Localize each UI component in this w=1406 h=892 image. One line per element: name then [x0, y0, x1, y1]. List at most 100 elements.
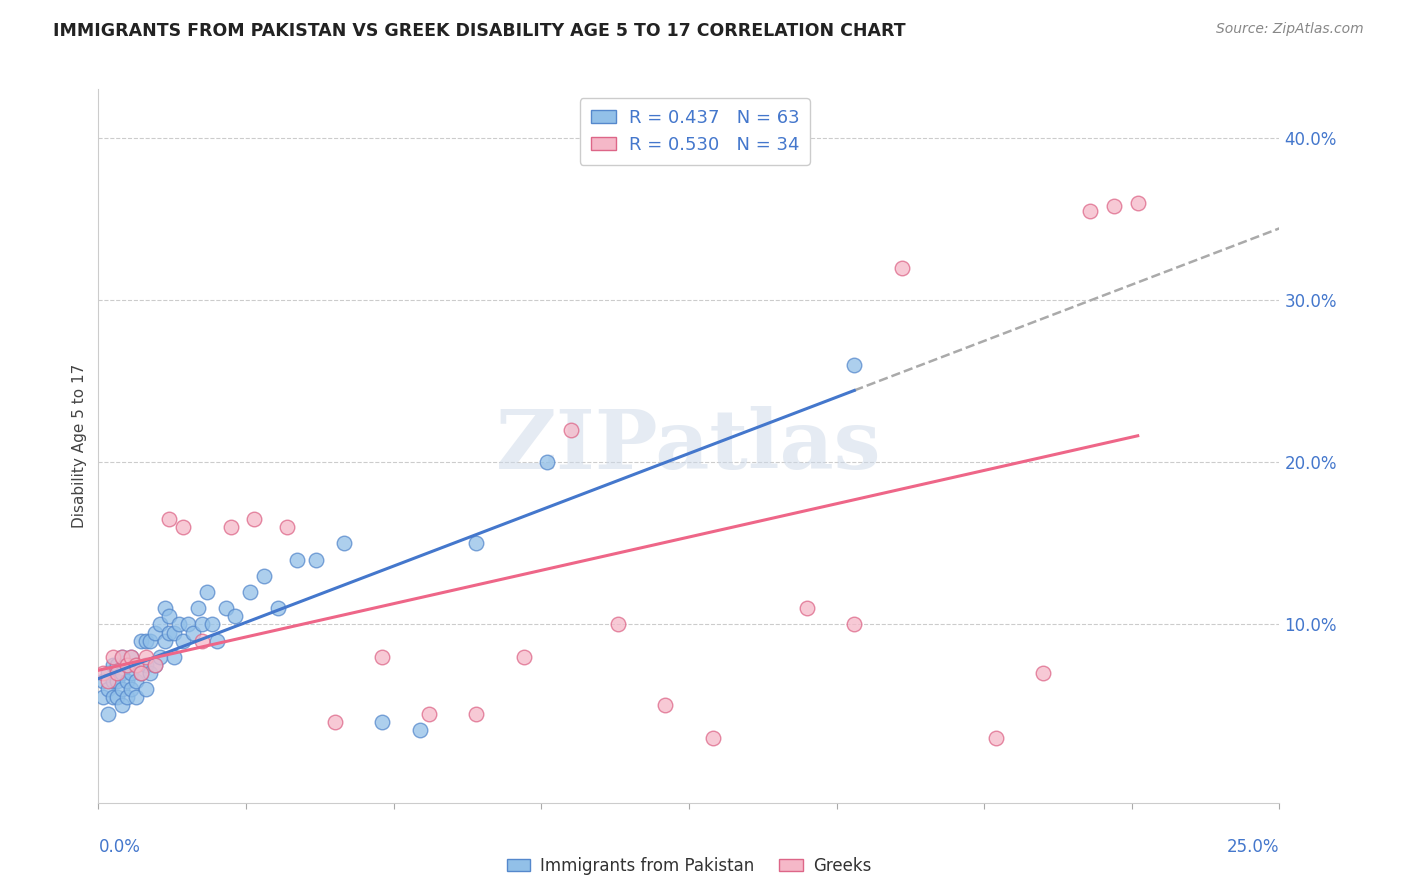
Point [105, 690, 128, 705]
Text: IMMIGRANTS FROM PAKISTAN VS GREEK DISABILITY AGE 5 TO 17 CORRELATION CHART: IMMIGRANTS FROM PAKISTAN VS GREEK DISABI… [53, 22, 905, 40]
Point [97, 682, 120, 697]
Point [121, 682, 143, 697]
Point [135, 657, 157, 672]
Point [796, 601, 818, 615]
Point [115, 690, 138, 705]
Point [129, 666, 152, 681]
Point [465, 536, 488, 550]
Point [101, 657, 124, 672]
Point [105, 674, 128, 689]
Point [97, 666, 120, 681]
Point [195, 585, 218, 599]
Point [305, 552, 328, 566]
Point [111, 649, 134, 664]
Text: 25.0%: 25.0% [1227, 838, 1279, 856]
Point [125, 657, 148, 672]
Point [267, 601, 290, 615]
Point [111, 698, 134, 713]
Point [512, 649, 534, 664]
Legend: Immigrants from Pakistan, Greeks: Immigrants from Pakistan, Greeks [501, 850, 877, 881]
Text: Source: ZipAtlas.com: Source: ZipAtlas.com [1216, 22, 1364, 37]
Point [654, 698, 676, 713]
Point [121, 649, 143, 664]
Point [97, 674, 120, 689]
Point [135, 633, 157, 648]
Point [135, 682, 157, 697]
Point [607, 617, 630, 632]
Point [191, 633, 214, 648]
Point [143, 625, 166, 640]
Point [191, 617, 214, 632]
Point [111, 666, 134, 681]
Point [101, 649, 124, 664]
Point [371, 714, 394, 729]
Point [111, 649, 134, 664]
Point [1126, 195, 1149, 210]
Point [91, 690, 114, 705]
Point [121, 666, 143, 681]
Point [408, 723, 430, 737]
Point [157, 625, 180, 640]
Point [91, 674, 114, 689]
Point [219, 520, 242, 534]
Point [101, 690, 124, 705]
Point [239, 585, 262, 599]
Point [181, 625, 204, 640]
Point [125, 690, 148, 705]
Point [844, 358, 866, 372]
Point [253, 568, 276, 582]
Point [157, 609, 180, 624]
Point [139, 633, 162, 648]
Point [167, 617, 190, 632]
Point [129, 666, 152, 681]
Point [157, 512, 180, 526]
Point [139, 666, 162, 681]
Point [536, 455, 558, 469]
Point [153, 601, 176, 615]
Point [333, 536, 356, 550]
Point [243, 512, 266, 526]
Y-axis label: Disability Age 5 to 17: Disability Age 5 to 17 [72, 364, 87, 528]
Point [1032, 666, 1054, 681]
Point [201, 617, 224, 632]
Point [143, 657, 166, 672]
Point [702, 731, 724, 745]
Point [125, 657, 148, 672]
Point [105, 666, 128, 681]
Point [1102, 199, 1125, 213]
Point [125, 674, 148, 689]
Point [1080, 203, 1102, 218]
Point [115, 657, 138, 672]
Point [172, 633, 194, 648]
Point [111, 682, 134, 697]
Point [153, 633, 176, 648]
Point [984, 731, 1007, 745]
Point [177, 617, 200, 632]
Point [105, 657, 128, 672]
Point [101, 674, 124, 689]
Point [172, 520, 194, 534]
Point [121, 649, 143, 664]
Point [115, 657, 138, 672]
Text: 0.0%: 0.0% [98, 838, 141, 856]
Point [560, 423, 582, 437]
Point [205, 633, 228, 648]
Point [465, 706, 488, 721]
Point [187, 601, 209, 615]
Point [129, 633, 152, 648]
Point [149, 617, 172, 632]
Point [143, 657, 166, 672]
Point [215, 601, 238, 615]
Point [276, 520, 298, 534]
Point [163, 625, 186, 640]
Point [97, 706, 120, 721]
Point [323, 714, 346, 729]
Text: ZIPatlas: ZIPatlas [496, 406, 882, 486]
Point [163, 649, 186, 664]
Point [371, 649, 394, 664]
Point [135, 649, 157, 664]
Point [224, 609, 246, 624]
Point [115, 674, 138, 689]
Point [149, 649, 172, 664]
Point [418, 706, 440, 721]
